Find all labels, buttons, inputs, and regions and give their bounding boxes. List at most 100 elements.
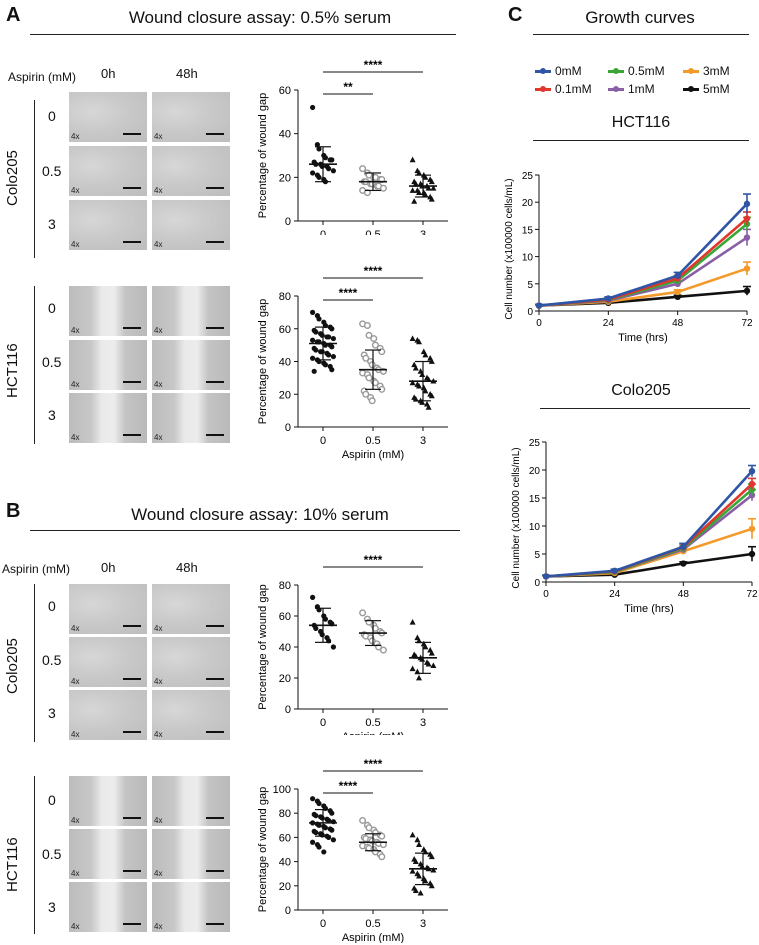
panel-a-colo205-cond-0: 0 (48, 108, 56, 124)
data-point (743, 215, 751, 222)
data-point (416, 189, 422, 196)
microscopy-image: 4x (69, 584, 147, 634)
data-point (310, 839, 316, 845)
y-tick-label: 0 (285, 704, 291, 716)
y-tick-label: 20 (522, 198, 534, 209)
y-tick-label: 25 (529, 438, 541, 449)
data-point (379, 184, 387, 192)
data-point (417, 889, 424, 896)
x-tick-label: 0.5 (365, 717, 380, 729)
microscopy-image: 4x (69, 393, 147, 443)
panel-c-colo205-rule (540, 408, 750, 409)
panel-b-colo205-label: Colo205 (4, 638, 21, 694)
x-tick-label: 0 (320, 918, 326, 930)
series-line-1mM (545, 494, 753, 578)
panel-b-colo205-bracket (34, 584, 35, 742)
data-point (365, 374, 373, 382)
data-point (430, 662, 437, 668)
y-tick-label: 15 (529, 494, 541, 505)
y-tick-label: 20 (279, 881, 291, 893)
data-point (412, 395, 419, 402)
data-point (422, 174, 429, 180)
data-point (322, 155, 328, 161)
microscopy-image: 4x (69, 882, 147, 932)
x-tick-label: 0 (320, 229, 326, 235)
data-point (743, 200, 751, 208)
significance-label: **** (339, 779, 358, 793)
data-point (419, 371, 426, 377)
microscopy-image: 4x (152, 637, 230, 687)
y-tick-label: 40 (279, 642, 291, 654)
data-point (368, 361, 376, 369)
data-point (326, 352, 332, 358)
data-point (428, 650, 435, 656)
panel-a-hct116-cond-3: 3 (48, 407, 56, 423)
panel-b-hct116-bracket (34, 776, 35, 934)
data-point (310, 170, 316, 176)
data-point (419, 863, 426, 869)
chart-c-colo205: 0 5 10 15 20 25 0 24 48 72 Time (hrs) Cell number (… (511, 438, 758, 615)
data-point (330, 168, 336, 174)
data-point (330, 353, 336, 360)
data-point (416, 338, 422, 345)
legend-item-3mm: 3mM (683, 64, 730, 78)
data-point (743, 287, 751, 295)
data-point (319, 349, 325, 355)
legend-swatch (683, 68, 699, 75)
series-line-0mM (538, 202, 748, 307)
data-point (310, 104, 316, 111)
microscopy-image: 4x (69, 146, 147, 196)
microscopy-image: 4x (152, 776, 230, 826)
panel-b-time-48h: 48h (176, 560, 198, 575)
data-point (416, 674, 422, 681)
data-point (743, 265, 751, 272)
data-point (370, 335, 378, 343)
data-point (313, 829, 319, 836)
x-tick-label: 48 (678, 589, 690, 600)
data-point (319, 332, 325, 338)
y-axis-label: Percentage of wound gap (257, 787, 269, 912)
panel-letter-b: B (6, 500, 21, 522)
data-point (322, 616, 328, 622)
legend-swatch (608, 86, 624, 93)
microscopy-image: 4x (69, 829, 147, 879)
data-point (310, 594, 316, 600)
data-point (428, 853, 435, 860)
data-point (422, 191, 429, 198)
data-point (422, 351, 429, 358)
data-point (313, 347, 319, 353)
y-tick-label: 10 (522, 253, 534, 264)
data-point (409, 156, 416, 163)
data-point (535, 302, 543, 309)
y-tick-label: 0 (534, 578, 540, 589)
data-point (422, 643, 429, 650)
data-point (316, 146, 322, 152)
data-point (416, 872, 422, 879)
panel-b-hct116-cond-05: 0.5 (42, 846, 62, 862)
x-tick-label: 72 (741, 318, 753, 329)
data-point (428, 178, 435, 185)
data-point (330, 335, 336, 342)
data-point (363, 321, 371, 329)
microscopy-image: 4x (152, 584, 230, 634)
data-point (359, 816, 367, 824)
data-point (326, 334, 332, 340)
y-tick-label: 25 (522, 171, 534, 182)
x-tick-label: 24 (609, 589, 621, 600)
data-point (409, 619, 416, 625)
microscopy-image: 4x (69, 690, 147, 740)
significance-label: **** (364, 757, 383, 771)
data-point (319, 832, 325, 838)
legend-item-0mm: 0mM (535, 64, 582, 78)
chart-a-hct116: 0 20 40 60 80 0 0.5 3 Aspirin (mM) Percentage of … (257, 264, 448, 461)
y-tick-label: 5 (534, 550, 540, 561)
data-point (316, 822, 322, 828)
x-tick-label: 0.5 (365, 435, 380, 447)
data-point (428, 882, 435, 889)
legend-item-05mm: 0.5mM (608, 64, 665, 78)
series-line-0mM (545, 470, 753, 578)
data-point (748, 480, 756, 488)
data-point (422, 387, 429, 394)
panel-a-colo205-label: Colo205 (4, 150, 21, 206)
